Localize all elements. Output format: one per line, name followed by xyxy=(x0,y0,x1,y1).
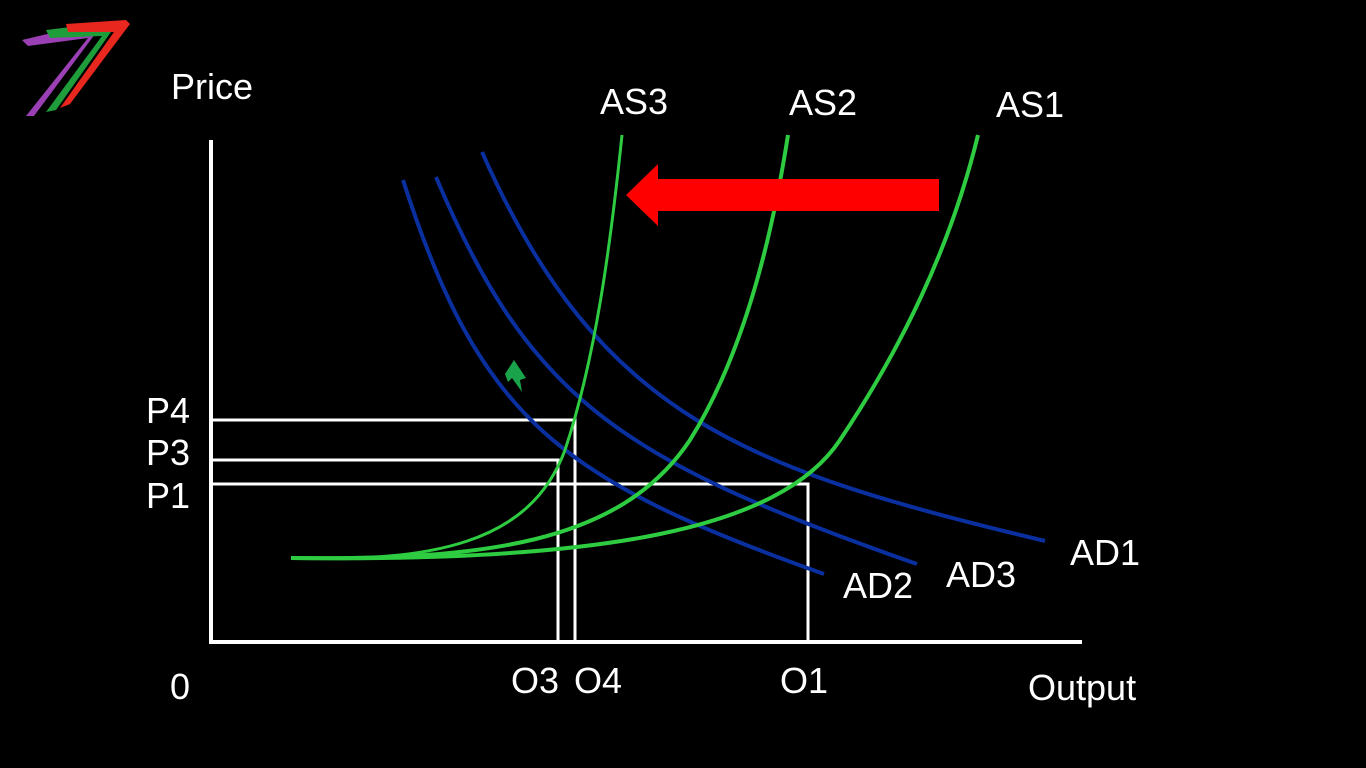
small-arrow-icon xyxy=(505,360,526,392)
output-label-o1: O1 xyxy=(780,660,828,701)
supply-label-as1: AS1 xyxy=(996,84,1064,125)
demand-label-ad1: AD1 xyxy=(1070,532,1140,573)
as3-curve xyxy=(290,134,624,560)
output-label-o4: O4 xyxy=(574,660,622,701)
as2-curve xyxy=(290,134,790,561)
price-label-p1: P1 xyxy=(146,475,190,516)
supply-label-as2: AS2 xyxy=(789,82,857,123)
as1-curve xyxy=(290,134,980,561)
demand-label-ad2: AD2 xyxy=(843,565,913,606)
output-label-o3: O3 xyxy=(511,660,559,701)
demand-label-ad3: AD3 xyxy=(946,554,1016,595)
guide-lines xyxy=(211,418,810,642)
price-label-p4: P4 xyxy=(146,390,190,431)
supply-curves xyxy=(290,134,980,561)
ad1-curve xyxy=(480,151,1046,543)
demand-curves xyxy=(401,151,1046,576)
ad2-curve xyxy=(401,179,825,576)
logo-icon xyxy=(22,20,130,116)
price-label-p3: P3 xyxy=(146,432,190,473)
origin-label: 0 xyxy=(170,666,190,707)
y-axis-label: Price xyxy=(171,66,253,107)
x-axis-label: Output xyxy=(1028,667,1136,708)
supply-label-as3: AS3 xyxy=(600,81,668,122)
shift-arrow-icon xyxy=(626,164,939,226)
ad3-curve xyxy=(434,176,918,566)
